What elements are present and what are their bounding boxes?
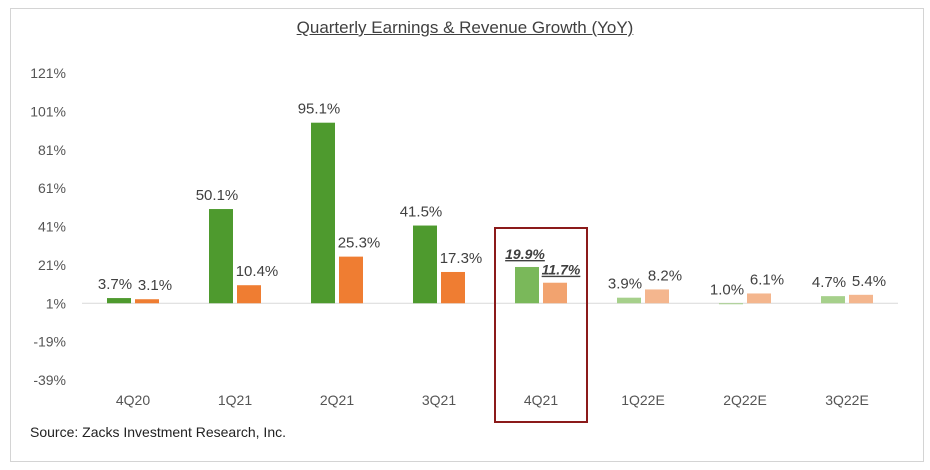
bar-revenue-2Q22E bbox=[747, 293, 771, 304]
y-tick-label: 41% bbox=[38, 219, 66, 235]
data-label-revenue-1Q22E: 8.2% bbox=[648, 267, 682, 284]
bar-revenue-1Q21 bbox=[237, 285, 261, 304]
bar-revenue-4Q21 bbox=[543, 282, 567, 304]
x-tick-label: 1Q22E bbox=[621, 392, 665, 408]
bar-earnings-2Q22E bbox=[719, 303, 743, 305]
x-tick-label: 2Q22E bbox=[723, 392, 767, 408]
bar-earnings-4Q21 bbox=[515, 266, 539, 304]
x-tick-label: 1Q21 bbox=[218, 392, 252, 408]
bar-earnings-1Q21 bbox=[209, 209, 233, 304]
bar-revenue-1Q22E bbox=[645, 289, 669, 304]
bar-earnings-3Q21 bbox=[413, 225, 437, 304]
data-label-revenue-3Q22E: 5.4% bbox=[852, 273, 886, 290]
data-label-revenue-3Q21: 17.3% bbox=[440, 250, 483, 267]
x-tick-label: 2Q21 bbox=[320, 392, 354, 408]
data-label-revenue-1Q21: 10.4% bbox=[236, 263, 279, 280]
data-label-revenue-2Q21: 25.3% bbox=[338, 235, 381, 252]
y-tick-label: 101% bbox=[30, 103, 66, 119]
y-tick-label: -39% bbox=[33, 372, 66, 388]
x-tick-label: 4Q21 bbox=[524, 392, 558, 408]
data-label-earnings-4Q21: 19.9% bbox=[505, 246, 545, 262]
y-tick-label: 61% bbox=[38, 180, 66, 196]
bar-earnings-2Q21 bbox=[311, 122, 335, 304]
x-tick-label: 3Q22E bbox=[825, 392, 869, 408]
data-label-revenue-4Q20: 3.1% bbox=[138, 277, 172, 294]
data-label-earnings-3Q22E: 4.7% bbox=[812, 274, 846, 291]
bar-revenue-2Q21 bbox=[339, 256, 363, 304]
chart-frame bbox=[10, 8, 924, 462]
data-label-earnings-2Q21: 95.1% bbox=[298, 101, 341, 118]
y-tick-label: 21% bbox=[38, 257, 66, 273]
bar-revenue-3Q21 bbox=[441, 271, 465, 304]
data-label-revenue-4Q21: 11.7% bbox=[542, 262, 581, 278]
source-note: Source: Zacks Investment Research, Inc. bbox=[30, 424, 286, 440]
data-label-earnings-3Q21: 41.5% bbox=[400, 204, 443, 221]
bar-revenue-4Q20 bbox=[135, 299, 159, 304]
y-tick-label: 1% bbox=[46, 295, 66, 311]
y-tick-label: 81% bbox=[38, 142, 66, 158]
x-tick-label: 4Q20 bbox=[116, 392, 150, 408]
bar-earnings-4Q20 bbox=[107, 298, 131, 304]
highlight-box bbox=[494, 227, 588, 423]
data-label-earnings-4Q20: 3.7% bbox=[98, 276, 132, 293]
bar-revenue-3Q22E bbox=[849, 294, 873, 304]
data-label-revenue-2Q22E: 6.1% bbox=[750, 271, 784, 288]
bar-earnings-3Q22E bbox=[821, 296, 845, 304]
data-label-earnings-2Q22E: 1.0% bbox=[710, 281, 744, 298]
x-tick-label: 3Q21 bbox=[422, 392, 456, 408]
data-label-earnings-1Q22E: 3.9% bbox=[608, 276, 642, 293]
data-label-earnings-1Q21: 50.1% bbox=[196, 187, 239, 204]
chart-title: Quarterly Earnings & Revenue Growth (YoY… bbox=[296, 18, 634, 37]
y-tick-label: -19% bbox=[33, 334, 66, 350]
bar-earnings-1Q22E bbox=[617, 297, 641, 304]
y-tick-label: 121% bbox=[30, 65, 66, 81]
